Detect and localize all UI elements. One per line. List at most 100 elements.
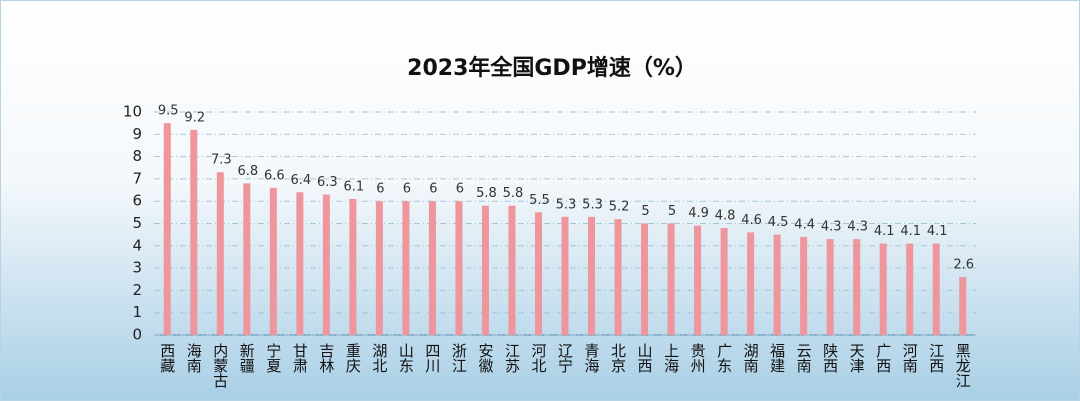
value-label: 5.3 <box>556 197 577 212</box>
value-label: 9.5 <box>158 104 179 119</box>
x-tick-label: 甘肃 <box>291 343 309 373</box>
value-label: 4.8 <box>715 208 736 223</box>
bar <box>534 212 542 335</box>
y-tick-label: 1 <box>132 303 142 321</box>
x-tick-label: 福建 <box>768 343 786 373</box>
bar <box>296 192 304 335</box>
x-tick-label: 浙江 <box>450 343 468 373</box>
bar <box>269 187 277 335</box>
x-tick-label: 重庆 <box>344 343 362 373</box>
bar <box>932 243 940 335</box>
y-tick-label: 3 <box>132 259 142 277</box>
x-tick-label: 北京 <box>609 343 627 374</box>
bar <box>773 234 781 335</box>
value-label: 6 <box>403 182 411 197</box>
value-label: 4.3 <box>821 220 842 235</box>
value-label: 4.4 <box>794 217 815 232</box>
y-tick-label: 9 <box>132 125 142 143</box>
bar <box>747 232 755 335</box>
bar <box>614 219 622 335</box>
bar <box>243 183 251 335</box>
bar <box>959 277 967 335</box>
value-label: 6 <box>376 182 384 197</box>
y-tick-label: 4 <box>132 236 142 254</box>
x-tick-label: 河南 <box>901 343 919 373</box>
y-tick-label: 6 <box>132 192 142 210</box>
x-tick-label: 贵州 <box>689 343 707 373</box>
value-label: 4.6 <box>741 213 762 228</box>
x-tick-label: 湖北 <box>370 343 388 373</box>
x-tick-label: 青海 <box>583 343 601 373</box>
bar <box>375 201 383 335</box>
x-tick-label: 吉林 <box>317 343 335 373</box>
value-label: 6.6 <box>264 168 285 183</box>
x-tick-label: 河北 <box>529 343 547 373</box>
x-tick-label: 江苏 <box>503 343 521 374</box>
bar <box>190 129 198 335</box>
y-tick-label: 0 <box>132 326 142 344</box>
y-tick-label: 7 <box>132 169 142 187</box>
value-label: 5.3 <box>582 197 603 212</box>
bar <box>853 239 861 335</box>
x-tick-label: 宁夏 <box>264 343 282 373</box>
x-tick-label: 云南 <box>795 343 813 373</box>
x-tick-label: 黑龙江 <box>954 343 972 388</box>
value-label: 4.1 <box>874 224 895 239</box>
x-tick-label: 山东 <box>397 343 415 373</box>
y-tick-label: 8 <box>132 147 142 165</box>
bar <box>163 123 171 336</box>
value-label: 4.5 <box>768 215 789 230</box>
value-label: 5.5 <box>529 193 550 208</box>
value-label: 5.8 <box>503 186 524 201</box>
y-tick-label: 2 <box>132 281 142 299</box>
value-label: 7.3 <box>211 153 232 168</box>
bar <box>508 205 516 335</box>
value-label: 6 <box>456 182 464 197</box>
value-label: 2.6 <box>953 258 974 273</box>
x-tick-label: 内蒙古 <box>211 343 229 388</box>
bar <box>694 225 702 335</box>
y-tick-label: 10 <box>123 103 142 121</box>
bar <box>216 172 224 335</box>
bar <box>720 227 728 335</box>
x-tick-label: 广东 <box>715 343 733 373</box>
x-tick-label: 广西 <box>874 343 892 373</box>
value-label: 6.8 <box>237 164 258 179</box>
x-tick-label: 陕西 <box>821 343 839 373</box>
bar <box>588 216 596 335</box>
value-label: 5.8 <box>476 186 497 201</box>
value-label: 4.9 <box>688 206 709 221</box>
value-label: 6.3 <box>317 175 338 190</box>
value-label: 4.3 <box>847 220 868 235</box>
value-label: 4.1 <box>927 224 948 239</box>
x-tick-label: 天津 <box>848 343 866 373</box>
bar <box>561 216 569 335</box>
x-tick-label: 四川 <box>423 343 441 373</box>
value-label: 6.4 <box>290 173 311 188</box>
value-label: 5 <box>641 204 649 219</box>
bar <box>667 223 675 335</box>
chart-title: 2023年全国GDP增速（%） <box>407 55 697 81</box>
bar <box>349 198 357 335</box>
value-label: 6 <box>429 182 437 197</box>
x-tick-label: 安徽 <box>476 343 494 373</box>
bar <box>455 201 463 335</box>
value-label: 5.2 <box>609 200 630 215</box>
x-tick-label: 湖南 <box>742 343 760 373</box>
bar <box>402 201 410 335</box>
x-tick-label: 新疆 <box>238 343 256 373</box>
bar <box>428 201 436 335</box>
x-tick-label: 辽宁 <box>556 343 574 373</box>
bar <box>800 236 808 335</box>
bar <box>906 243 914 335</box>
value-label: 5 <box>668 204 676 219</box>
x-tick-label: 山西 <box>636 343 654 373</box>
y-tick-label: 5 <box>132 214 142 232</box>
bar <box>481 205 489 335</box>
x-tick-label: 江西 <box>927 343 945 373</box>
value-label: 6.1 <box>344 179 365 194</box>
x-tick-label: 海南 <box>185 343 203 373</box>
x-tick-label: 西藏 <box>158 343 176 374</box>
